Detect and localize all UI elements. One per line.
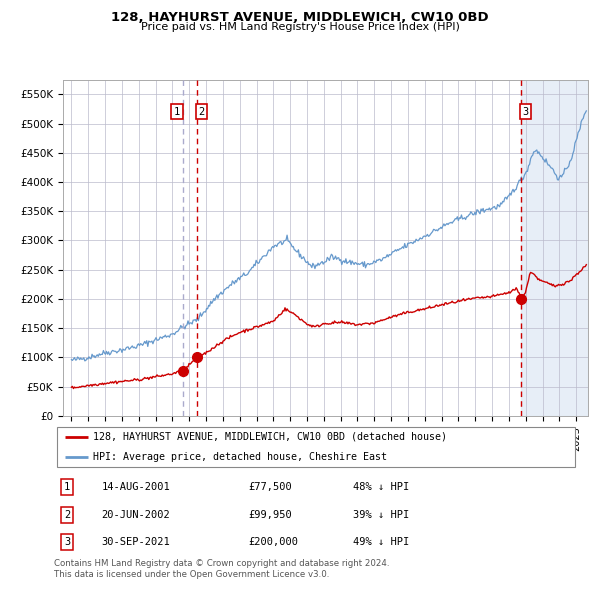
Bar bbox=[521, 80, 588, 416]
Text: 3: 3 bbox=[64, 537, 70, 547]
Text: 20-JUN-2002: 20-JUN-2002 bbox=[101, 510, 170, 520]
Text: HPI: Average price, detached house, Cheshire East: HPI: Average price, detached house, Ches… bbox=[94, 452, 388, 462]
Text: Price paid vs. HM Land Registry's House Price Index (HPI): Price paid vs. HM Land Registry's House … bbox=[140, 22, 460, 32]
Text: 49% ↓ HPI: 49% ↓ HPI bbox=[353, 537, 409, 547]
Text: 1: 1 bbox=[174, 107, 180, 117]
Text: £200,000: £200,000 bbox=[248, 537, 298, 547]
Text: 30-SEP-2021: 30-SEP-2021 bbox=[101, 537, 170, 547]
Text: 39% ↓ HPI: 39% ↓ HPI bbox=[353, 510, 409, 520]
Text: 128, HAYHURST AVENUE, MIDDLEWICH, CW10 0BD: 128, HAYHURST AVENUE, MIDDLEWICH, CW10 0… bbox=[111, 11, 489, 24]
Text: 128, HAYHURST AVENUE, MIDDLEWICH, CW10 0BD (detached house): 128, HAYHURST AVENUE, MIDDLEWICH, CW10 0… bbox=[94, 432, 448, 442]
Text: 1: 1 bbox=[64, 483, 70, 493]
FancyBboxPatch shape bbox=[56, 427, 575, 467]
Text: 48% ↓ HPI: 48% ↓ HPI bbox=[353, 483, 409, 493]
Text: 2: 2 bbox=[64, 510, 70, 520]
Text: 2: 2 bbox=[198, 107, 205, 117]
Text: £77,500: £77,500 bbox=[248, 483, 292, 493]
Text: 14-AUG-2001: 14-AUG-2001 bbox=[101, 483, 170, 493]
Text: 3: 3 bbox=[523, 107, 529, 117]
Text: Contains HM Land Registry data © Crown copyright and database right 2024.
This d: Contains HM Land Registry data © Crown c… bbox=[54, 559, 389, 579]
Text: £99,950: £99,950 bbox=[248, 510, 292, 520]
